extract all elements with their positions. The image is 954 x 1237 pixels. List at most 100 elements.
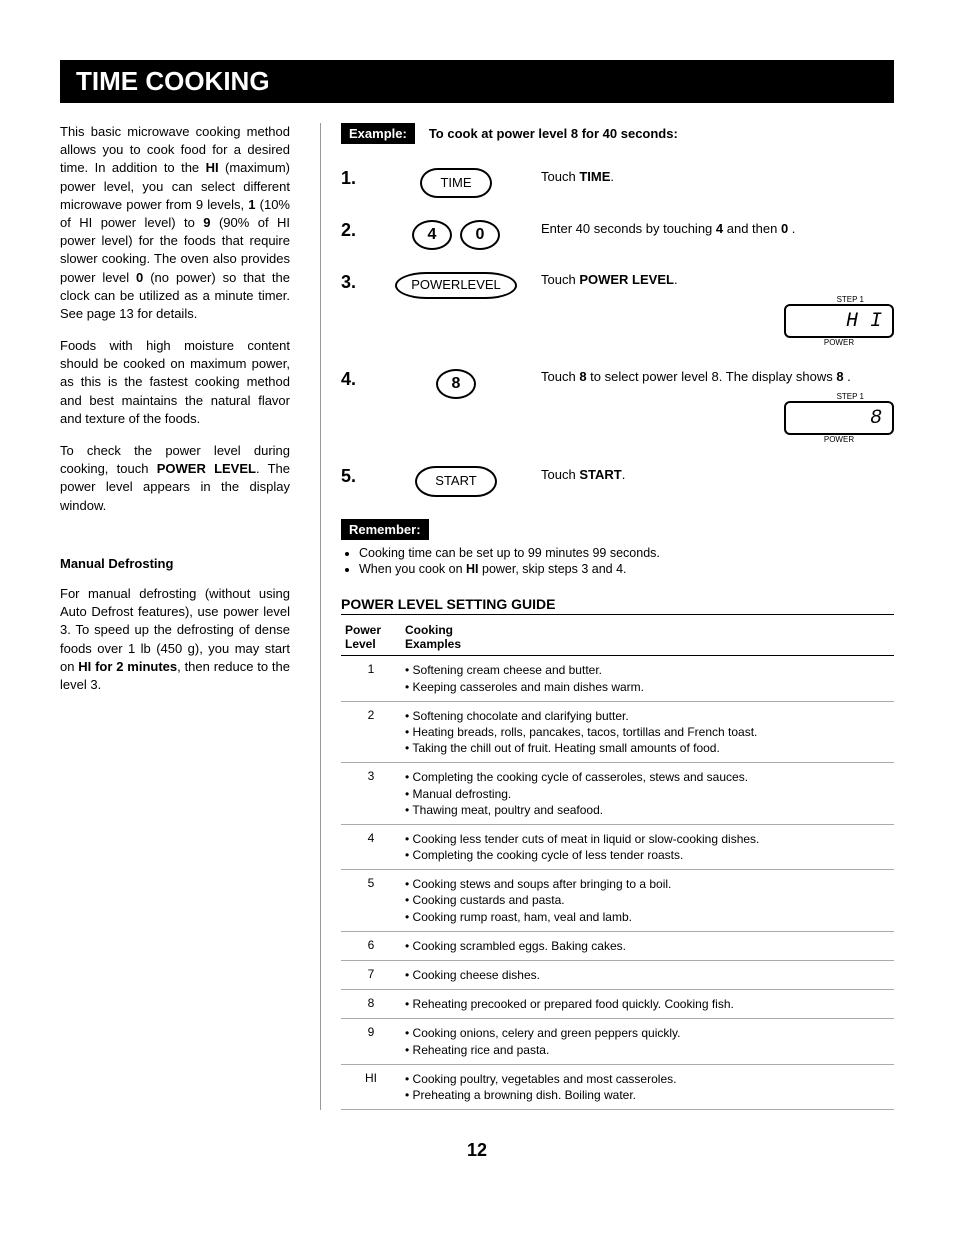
table-row: HI• Cooking poultry, vegetables and most… [341, 1064, 894, 1109]
step-buttons: START [371, 466, 541, 496]
text-bold: START [579, 467, 621, 482]
digit-0-button: 0 [460, 220, 500, 250]
text-bold: 8 [579, 369, 586, 384]
table-row: 2• Softening chocolate and clarifying bu… [341, 701, 894, 763]
text: . [622, 467, 626, 482]
remember-item: When you cook on HI power, skip steps 3 … [359, 562, 894, 576]
table-header-examples: Cooking Examples [401, 617, 894, 656]
examples-cell: • Cooking cheese dishes. [401, 961, 894, 990]
power-level-cell: 9 [341, 1019, 401, 1064]
step-number: 3. [341, 272, 371, 293]
text: When you cook on [359, 562, 466, 576]
intro-paragraph-2: Foods with high moisture content should … [60, 337, 290, 428]
time-button: TIME [420, 168, 491, 198]
left-column: This basic microwave cooking method allo… [60, 123, 290, 1110]
text-bold: 9 [203, 215, 210, 230]
step-buttons: TIME [371, 168, 541, 198]
start-button: START [415, 466, 496, 496]
step-buttons: 4 0 [371, 220, 541, 250]
examples-cell: • Cooking stews and soups after bringing… [401, 870, 894, 932]
step-description: Enter 40 seconds by touching 4 and then … [541, 220, 894, 238]
example-label: Example: [341, 123, 415, 144]
table-row: 8• Reheating precooked or prepared food … [341, 990, 894, 1019]
table-row: 4• Cooking less tender cuts of meat in l… [341, 824, 894, 869]
power-guide-heading: POWER LEVEL SETTING GUIDE [341, 596, 894, 615]
display-power-label: POWER [784, 338, 894, 347]
text: to select power level 8. The display sho… [587, 369, 837, 384]
page-number: 12 [60, 1140, 894, 1161]
text: Touch [541, 272, 579, 287]
table-row: 1• Softening cream cheese and butter.• K… [341, 656, 894, 701]
power-level-cell: 2 [341, 701, 401, 763]
text: POWER [411, 278, 460, 292]
display-power-label: POWER [784, 435, 894, 444]
manual-defrost-paragraph: For manual defrosting (without using Aut… [60, 585, 290, 694]
display-step-label: STEP 1 [784, 392, 894, 401]
text: Power [345, 623, 381, 637]
step-buttons: 8 [371, 369, 541, 399]
examples-cell: • Cooking onions, celery and green peppe… [401, 1019, 894, 1064]
step-row-3: 3. POWER LEVEL Touch POWER LEVEL. STEP 1… [341, 272, 894, 347]
example-header: Example: To cook at power level 8 for 40… [341, 123, 894, 144]
right-column: Example: To cook at power level 8 for 40… [320, 123, 894, 1110]
text: . [844, 369, 851, 384]
step-number: 5. [341, 466, 371, 487]
step-number: 4. [341, 369, 371, 390]
table-row: 3• Completing the cooking cycle of casse… [341, 763, 894, 825]
text-bold: POWER LEVEL [579, 272, 674, 287]
step-row-1: 1. TIME Touch TIME. [341, 168, 894, 198]
step-number: 2. [341, 220, 371, 241]
text-bold: HI [466, 562, 479, 576]
step-description: Touch 8 to select power level 8. The dis… [541, 369, 894, 444]
table-row: 7• Cooking cheese dishes. [341, 961, 894, 990]
power-level-button: POWER LEVEL [395, 272, 517, 298]
intro-paragraph-1: This basic microwave cooking method allo… [60, 123, 290, 323]
text: Touch [541, 169, 579, 184]
examples-cell: • Softening chocolate and clarifying but… [401, 701, 894, 763]
remember-label: Remember: [341, 519, 429, 540]
examples-cell: • Cooking poultry, vegetables and most c… [401, 1064, 894, 1109]
page-title: TIME COOKING [60, 60, 894, 103]
step-buttons: POWER LEVEL [371, 272, 541, 298]
text-bold: TIME [579, 169, 610, 184]
step-row-2: 2. 4 0 Enter 40 seconds by touching 4 an… [341, 220, 894, 250]
display-step-label: STEP 1 [784, 295, 894, 304]
display-box-8: 8 [784, 401, 894, 435]
remember-list: Cooking time can be set up to 99 minutes… [359, 546, 894, 576]
step-number: 1. [341, 168, 371, 189]
table-row: 5• Cooking stews and soups after bringin… [341, 870, 894, 932]
examples-cell: • Completing the cooking cycle of casser… [401, 763, 894, 825]
power-level-cell: 5 [341, 870, 401, 932]
table-header-level: Power Level [341, 617, 401, 656]
text: . [610, 169, 614, 184]
examples-cell: • Reheating precooked or prepared food q… [401, 990, 894, 1019]
power-level-cell: 3 [341, 763, 401, 825]
intro-paragraph-3: To check the power level during cooking,… [60, 442, 290, 515]
text: Touch [541, 369, 579, 384]
step-description: Touch TIME. [541, 168, 894, 186]
text: . [674, 272, 678, 287]
power-level-table: Power Level Cooking Examples 1• Softenin… [341, 617, 894, 1111]
remember-item: Cooking time can be set up to 99 minutes… [359, 546, 894, 560]
text: Enter 40 seconds by touching [541, 221, 716, 236]
examples-cell: • Softening cream cheese and butter.• Ke… [401, 656, 894, 701]
examples-cell: • Cooking less tender cuts of meat in li… [401, 824, 894, 869]
step-row-4: 4. 8 Touch 8 to select power level 8. Th… [341, 369, 894, 444]
text: Examples [405, 637, 461, 651]
digit-4-button: 4 [412, 220, 452, 250]
main-columns: This basic microwave cooking method allo… [60, 123, 894, 1110]
manual-defrost-heading: Manual Defrosting [60, 555, 290, 573]
example-text: To cook at power level 8 for 40 seconds: [429, 126, 678, 141]
text: LEVEL [460, 278, 500, 292]
examples-cell: • Cooking scrambled eggs. Baking cakes. [401, 931, 894, 960]
text: Touch [541, 467, 579, 482]
text-bold: HI [206, 160, 219, 175]
power-level-cell: 8 [341, 990, 401, 1019]
step-description: Touch START. [541, 466, 894, 484]
text-bold: HI for 2 minutes [78, 659, 177, 674]
power-level-cell: 1 [341, 656, 401, 701]
text-bold: 8 [836, 369, 843, 384]
power-level-cell: 7 [341, 961, 401, 990]
text: Level [345, 637, 376, 651]
text: power, skip steps 3 and 4. [479, 562, 627, 576]
